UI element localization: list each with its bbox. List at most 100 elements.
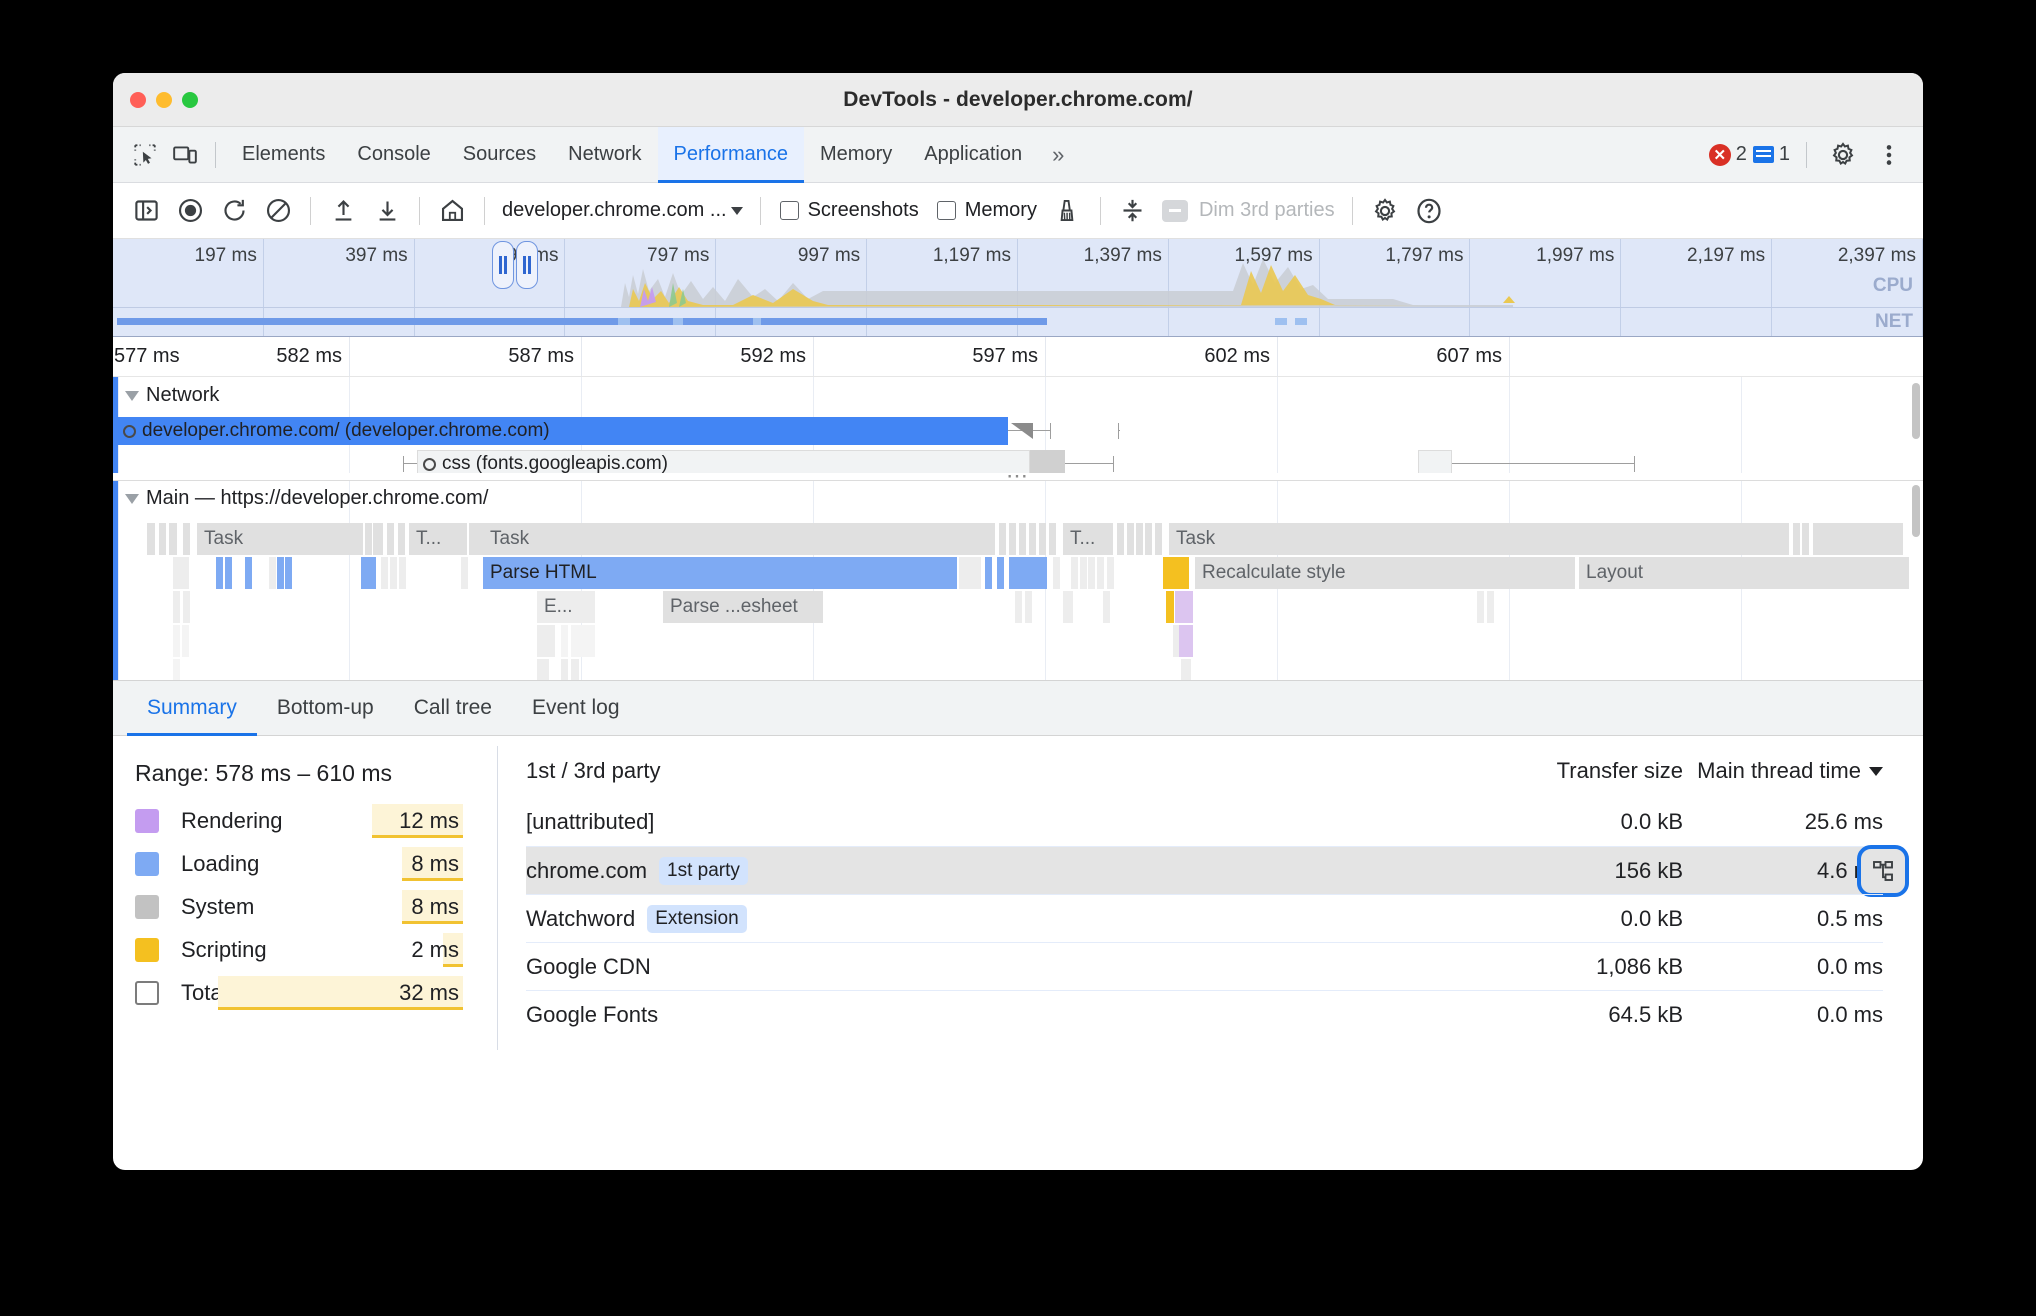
flame-event[interactable]: [1097, 557, 1104, 589]
main-thread-track[interactable]: Main — https://developer.chrome.com/ Tas…: [113, 480, 1923, 680]
table-row[interactable]: chrome.com 1st party 156 kB 4.6 ms: [526, 844, 1909, 897]
main-group-header[interactable]: Main — https://developer.chrome.com/: [113, 487, 488, 510]
flame-event[interactable]: Task: [1169, 523, 1789, 555]
flame-event[interactable]: [285, 557, 292, 589]
flame-event[interactable]: [1071, 557, 1078, 589]
flame-event-parse-stylesheet[interactable]: Parse ...esheet: [663, 591, 823, 623]
flame-event[interactable]: [461, 557, 468, 589]
flame-event[interactable]: [1063, 591, 1073, 623]
legend-row[interactable]: Scripting 2 ms: [135, 928, 498, 971]
flame-event[interactable]: [476, 523, 483, 555]
flame-event[interactable]: [537, 659, 549, 680]
maximize-window-button[interactable]: [182, 91, 198, 108]
flame-event[interactable]: [387, 523, 394, 555]
minimize-window-button[interactable]: [156, 91, 172, 108]
device-toolbar-icon[interactable]: [165, 135, 205, 175]
memory-checkbox[interactable]: Memory: [929, 199, 1045, 222]
flame-event[interactable]: [1477, 591, 1484, 623]
flame-event[interactable]: [225, 557, 232, 589]
flame-event[interactable]: [571, 659, 579, 680]
flame-event[interactable]: [368, 557, 376, 589]
flame-event[interactable]: [999, 523, 1006, 555]
flame-event[interactable]: [1813, 523, 1903, 555]
tab-memory[interactable]: Memory: [820, 143, 893, 165]
garbage-collect-icon[interactable]: [1047, 190, 1089, 232]
kebab-menu-icon[interactable]: [1869, 135, 1909, 175]
tab-elements[interactable]: Elements: [242, 143, 326, 165]
flame-event-parse-html[interactable]: Parse HTML: [483, 557, 957, 589]
flame-event[interactable]: [1103, 591, 1110, 623]
inspect-element-icon[interactable]: [125, 135, 165, 175]
url-dropdown[interactable]: developer.chrome.com ...: [496, 199, 749, 222]
network-track[interactable]: Network developer.chrome.com/ (developer…: [113, 377, 1923, 480]
screenshots-checkbox[interactable]: Screenshots: [772, 199, 927, 222]
tab-application[interactable]: Application: [924, 143, 1023, 165]
capture-settings-gear-icon[interactable]: [1364, 190, 1406, 232]
flame-event[interactable]: [390, 557, 397, 589]
column-header-party[interactable]: 1st / 3rd party: [526, 758, 661, 783]
tab-call-tree[interactable]: Call tree: [413, 696, 492, 719]
flame-event[interactable]: [173, 557, 189, 589]
error-badge[interactable]: ✕ 2: [1708, 143, 1747, 166]
flame-event[interactable]: [183, 591, 190, 623]
table-row[interactable]: Watchword Extension 0.0 kB 0.5 ms: [526, 894, 1883, 942]
flame-event[interactable]: [1487, 591, 1494, 623]
column-header-transfer-size[interactable]: Transfer size: [1556, 758, 1683, 783]
tree-view-icon[interactable]: [1857, 844, 1909, 897]
flame-event[interactable]: [1173, 625, 1180, 657]
flame-event[interactable]: [245, 557, 252, 589]
table-row[interactable]: Google Fonts 64.5 kB 0.0 ms: [526, 990, 1883, 1038]
main-track-scrollbar[interactable]: [1912, 485, 1920, 537]
flame-event[interactable]: [1179, 625, 1193, 657]
legend-row[interactable]: Rendering 12 ms: [135, 799, 498, 842]
flame-event[interactable]: [985, 557, 992, 589]
flame-event[interactable]: [381, 557, 388, 589]
flame-event[interactable]: [1145, 523, 1152, 555]
toggle-sidebar-button[interactable]: [125, 190, 167, 232]
flame-event[interactable]: [1793, 523, 1800, 555]
flame-event[interactable]: [277, 557, 284, 589]
flame-event[interactable]: [1127, 523, 1134, 555]
column-header-main-thread-time[interactable]: Main thread time: [1683, 758, 1883, 784]
flame-event[interactable]: [173, 591, 180, 623]
flame-event[interactable]: [1039, 523, 1046, 555]
flame-event-recalculate-style[interactable]: Recalculate style: [1195, 557, 1575, 589]
flame-event[interactable]: [1088, 557, 1095, 589]
flame-event[interactable]: [183, 523, 190, 555]
legend-row[interactable]: Loading 8 ms: [135, 842, 498, 885]
flame-event[interactable]: [159, 523, 166, 555]
flame-event[interactable]: [1175, 591, 1193, 623]
home-button[interactable]: [431, 190, 473, 232]
overview-window-right-handle[interactable]: [516, 241, 538, 289]
flame-event[interactable]: [1163, 557, 1189, 589]
table-row[interactable]: [unattributed] 0.0 kB 25.6 ms: [526, 798, 1883, 846]
tab-network[interactable]: Network: [568, 143, 642, 165]
flame-event[interactable]: [1136, 523, 1143, 555]
flame-event[interactable]: [361, 557, 368, 589]
flame-event[interactable]: [1166, 591, 1174, 623]
flame-event[interactable]: [561, 625, 568, 657]
flame-event[interactable]: [561, 659, 568, 680]
flame-event[interactable]: [1053, 557, 1060, 589]
flame-event[interactable]: [173, 659, 180, 680]
record-button[interactable]: [169, 190, 211, 232]
flame-event[interactable]: E...: [537, 591, 595, 623]
reload-and-record-button[interactable]: [213, 190, 255, 232]
flame-event[interactable]: [1049, 523, 1056, 555]
overview-window-left-handle[interactable]: [492, 241, 514, 289]
flame-event[interactable]: [1029, 523, 1036, 555]
flame-event[interactable]: [365, 523, 372, 555]
flame-event[interactable]: [216, 557, 223, 589]
flame-event[interactable]: [1025, 591, 1032, 623]
flame-event[interactable]: [173, 625, 180, 657]
upload-profile-button[interactable]: [322, 190, 364, 232]
message-badge[interactable]: 1: [1752, 143, 1790, 166]
flame-event[interactable]: [269, 557, 276, 589]
flame-event[interactable]: [537, 625, 555, 657]
flame-event[interactable]: [959, 557, 981, 589]
tab-performance[interactable]: Performance: [657, 126, 804, 183]
flame-event[interactable]: [1019, 523, 1026, 555]
flame-event[interactable]: [1009, 523, 1016, 555]
flame-event[interactable]: [1155, 523, 1162, 555]
